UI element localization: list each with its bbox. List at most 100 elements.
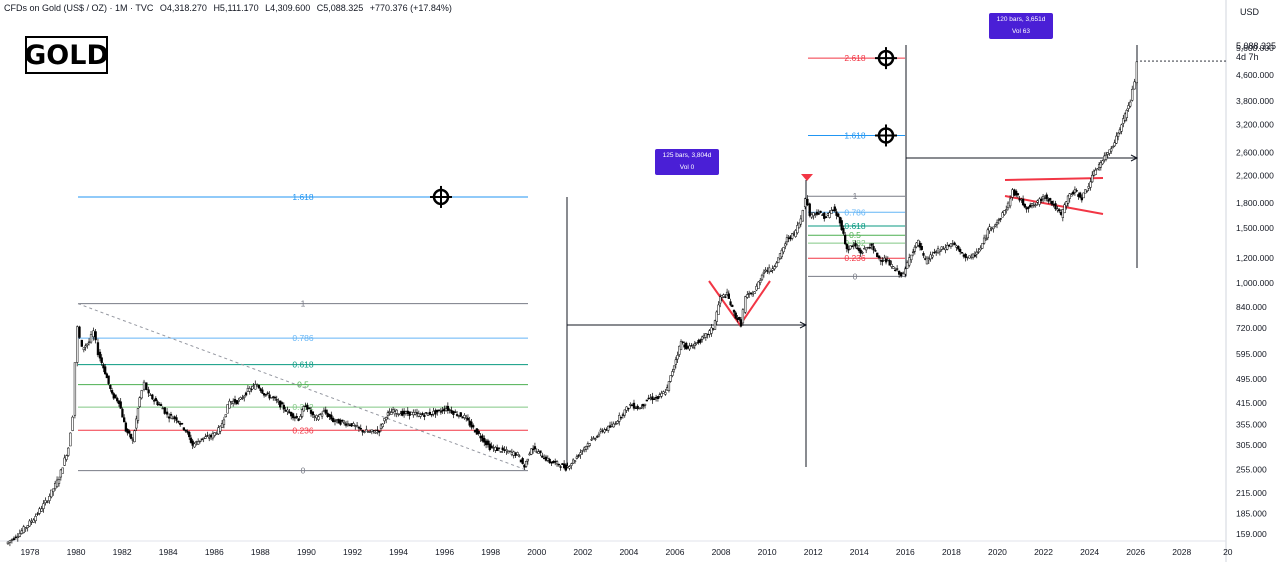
y-tick-label: 495.000 [1236,374,1267,384]
y-tick-label: 1,500.000 [1236,223,1274,233]
candle-body [672,365,676,370]
candle-body [89,334,93,343]
candle-body [428,411,432,415]
candle-body [425,412,428,414]
candle-body [397,413,400,416]
candle-body [69,432,72,447]
candle-body [107,375,110,384]
candle-body [12,538,16,540]
candle-body [177,420,180,423]
candle-body [910,254,913,261]
candle-body [198,440,202,442]
candle-body [470,421,473,428]
candle-body [57,479,61,484]
candle-body [423,414,426,418]
candle-body [865,247,868,251]
measure-box-2[interactable]: 120 bars, 3,651d Vol 63 [989,13,1053,39]
candle-body [1135,61,1138,84]
candle-body [436,409,439,413]
low-value: L4,309.600 [265,3,311,13]
candle-body [333,420,337,422]
x-tick-label: 1998 [481,547,500,557]
candle-body [900,272,903,277]
candle-body [911,251,915,253]
x-tick-label: 2006 [666,547,685,557]
y-tick-label: 215.000 [1236,488,1267,498]
candle-body [1008,198,1012,207]
candle-body [729,301,732,306]
candle-body [984,238,988,241]
candle-body [98,351,102,359]
fib-level-label: 0 [853,271,858,281]
candle-body [419,414,422,417]
candle-body [432,410,435,415]
candle-body [552,460,555,464]
candle-body [546,457,549,461]
candle-body [1029,204,1032,208]
candle-body [280,402,284,405]
candle-body [508,450,512,453]
candle-body [311,411,315,416]
measure-box-1[interactable]: 125 bars, 3,804d Vol 0 [655,149,719,175]
candle-body [119,401,122,409]
candle-body [769,270,773,273]
candle-body [361,429,364,433]
candle-body [918,242,922,248]
candle-body [42,503,45,509]
candle-body [780,250,783,258]
fib-level-label: 1 [853,191,858,201]
candle-body [378,430,381,433]
candle-body [570,463,573,466]
candle-body [744,296,747,313]
candle-body [1045,194,1048,199]
candle-body [264,394,268,396]
y-tick-label: 1,800.000 [1236,198,1274,208]
candle-body [1063,204,1066,214]
candle-body [625,406,628,411]
candle-body [583,447,586,451]
candle-body [243,395,246,398]
candle-body [771,268,774,271]
candle-body [924,258,927,260]
candle-body [658,394,661,397]
candle-body [592,437,595,439]
candle-body [577,455,580,457]
candle-body [179,422,182,425]
candle-body [1116,132,1120,137]
candle-body [1052,203,1055,206]
candle-body [859,249,862,254]
candle-body [902,272,905,274]
candle-body [372,430,375,432]
candle-body [395,409,398,414]
candle-body [1111,145,1115,149]
candle-body [857,248,861,251]
candle-body [908,257,911,266]
candle-body [1032,204,1036,207]
candle-body [741,309,745,324]
candle-body [10,539,14,541]
candle-body [653,398,656,400]
candle-body [219,425,222,432]
candle-body [248,388,251,392]
candle-body [732,309,736,313]
candle-body [968,255,971,259]
currency-label[interactable]: USD [1240,7,1260,17]
symbol-name[interactable]: CFDs on Gold (US$ / OZ) · 1M · TVC [4,3,154,13]
candle-body [651,396,654,401]
fib-level-label: 0.5 [849,230,861,240]
candle-body [490,445,493,448]
gold-logo: GOLD [24,36,109,74]
candle-body [619,416,623,419]
candle-body [109,384,112,389]
candle-body [228,400,231,409]
candle-body [1038,198,1041,205]
candle-body [213,432,216,436]
high-value: H5,111.170 [213,3,259,13]
candle-body [1122,118,1125,124]
candle-body [94,331,97,341]
candle-body [1006,202,1010,209]
candle-body [200,438,203,440]
candle-body [636,405,639,409]
candle-body [159,404,163,406]
